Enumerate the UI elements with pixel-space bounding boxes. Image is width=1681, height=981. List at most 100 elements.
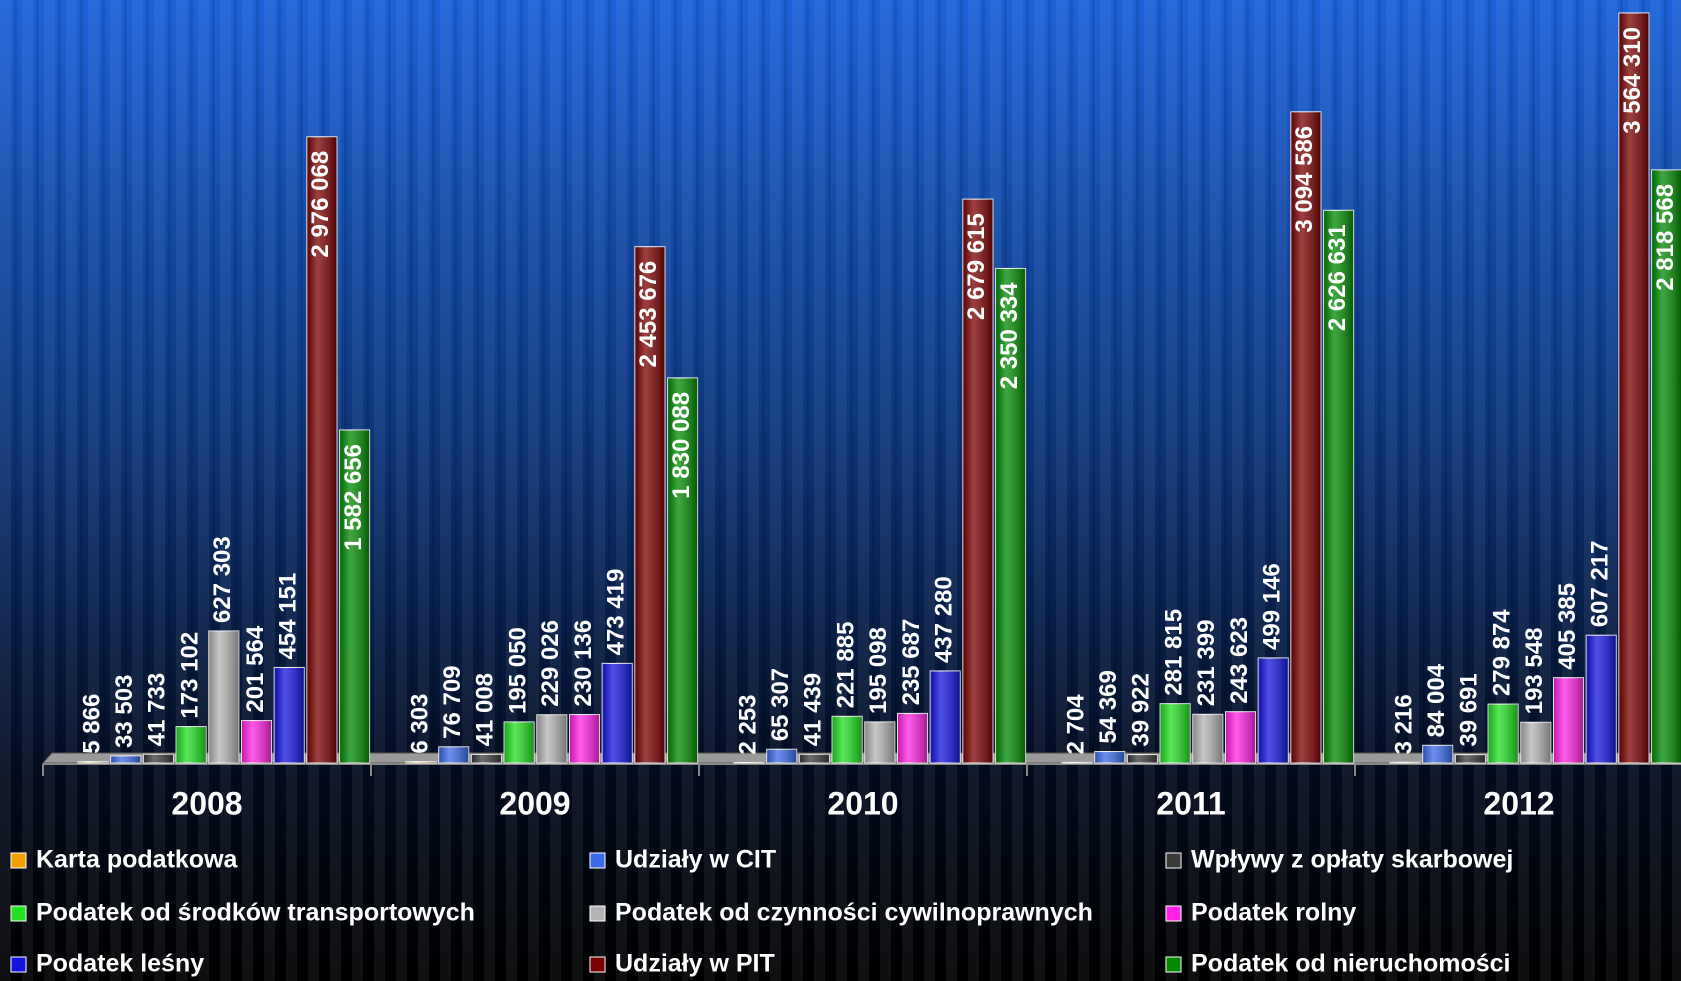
data-label: 473 419 [603, 569, 630, 656]
bar-shine [110, 755, 141, 763]
data-label: 195 098 [865, 627, 892, 714]
bar-shine [1488, 704, 1519, 763]
bar-shine [1290, 111, 1321, 763]
bar-shine [1192, 714, 1223, 763]
bar-shine [471, 754, 502, 763]
bar-shine [832, 716, 863, 763]
x-tick-label: 2008 [171, 785, 242, 821]
data-label: 221 885 [832, 622, 859, 709]
bar-shine [569, 714, 600, 763]
bar-shine [176, 726, 207, 763]
bar-shine [208, 631, 239, 763]
bar-shine [1127, 754, 1158, 763]
data-label: 193 548 [1521, 628, 1548, 715]
data-label: 499 146 [1259, 563, 1286, 650]
data-label: 437 280 [931, 576, 958, 663]
legend-swatch [589, 905, 606, 922]
bar-shine [930, 670, 961, 763]
bar-shine [504, 721, 535, 763]
bar-shine [634, 246, 665, 763]
legend-swatch [589, 956, 606, 973]
data-label: 2 626 631 [1324, 224, 1351, 331]
data-label: 41 733 [144, 673, 171, 746]
legend-label: Karta podatkowa [36, 846, 239, 874]
data-label: 607 217 [1587, 540, 1614, 627]
bar-shine [339, 429, 370, 763]
bar-shine [766, 749, 797, 763]
bar-shine [1520, 722, 1551, 763]
data-label: 76 709 [439, 665, 466, 738]
data-label: 173 102 [176, 632, 203, 719]
bar-shine [1062, 762, 1092, 763]
legend-label: Podatek od środków transportowych [36, 899, 475, 927]
legend-label: Podatek od czynności cywilnoprawnych [615, 899, 1093, 927]
legend-swatch [1165, 852, 1182, 869]
legend-label: Podatek leśny [36, 950, 204, 978]
data-label: 243 623 [1226, 617, 1253, 704]
data-label: 454 151 [275, 573, 302, 660]
data-label: 65 307 [767, 668, 794, 741]
data-label: 54 369 [1095, 670, 1122, 743]
x-tick-label: 2010 [827, 785, 898, 821]
bar-shine [897, 713, 928, 763]
legend-label: Udziały w PIT [615, 950, 775, 978]
data-label: 231 399 [1193, 620, 1220, 707]
data-label: 1 830 088 [668, 392, 695, 499]
data-label: 627 303 [209, 536, 236, 623]
legend-label: Wpływy z opłaty skarbowej [1191, 846, 1513, 874]
data-label: 2 453 676 [635, 261, 662, 368]
bar-shine [1323, 210, 1354, 764]
bar-shine [1160, 703, 1191, 763]
x-tick-label: 2009 [499, 785, 570, 821]
legend-swatch [1165, 905, 1182, 922]
data-label: 2 704 [1062, 694, 1089, 755]
data-label: 39 691 [1456, 673, 1483, 746]
data-label: 33 503 [111, 675, 138, 748]
bar-shine [438, 746, 469, 763]
data-label: 229 026 [537, 620, 564, 707]
bar-shine [143, 754, 174, 763]
data-label: 6 303 [406, 694, 433, 754]
data-label: 201 564 [242, 625, 269, 712]
x-tick-label: 2012 [1483, 785, 1554, 821]
data-label: 1 582 656 [340, 444, 367, 551]
legend-label: Podatek rolny [1191, 899, 1356, 927]
data-label: 2 350 334 [996, 282, 1023, 389]
data-label: 41 439 [800, 673, 827, 746]
data-label: 5 866 [78, 694, 105, 754]
bar-shine [274, 667, 305, 763]
bar-shine [1586, 635, 1617, 763]
bar-shine [1390, 762, 1420, 763]
bar-shine [406, 761, 436, 763]
legend-label: Podatek od nieruchomości [1191, 950, 1511, 978]
bar-shine [1553, 677, 1584, 763]
legend-label: Udziały w CIT [615, 846, 776, 874]
bar-shine [667, 377, 698, 763]
data-label: 235 687 [898, 619, 925, 706]
bar-shine [1455, 754, 1486, 763]
bar-shine [78, 761, 108, 763]
legend-swatch [10, 852, 27, 869]
data-label: 3 564 310 [1619, 27, 1646, 134]
bar-shine [995, 268, 1026, 763]
data-label: 230 136 [570, 620, 597, 707]
data-label: 279 874 [1488, 609, 1515, 696]
legend-swatch [589, 852, 606, 869]
legend-swatch [10, 905, 27, 922]
data-label: 3 216 [1390, 694, 1417, 754]
x-tick-label: 2011 [1156, 785, 1225, 821]
bar-shine [1258, 657, 1289, 763]
data-label: 84 004 [1423, 663, 1450, 737]
bar-shine [536, 714, 567, 763]
bar-shine [1422, 745, 1453, 763]
bar-shine [1094, 751, 1125, 763]
data-label: 2 818 568 [1652, 184, 1679, 291]
legend-swatch [10, 956, 27, 973]
data-label: 2 679 615 [963, 213, 990, 320]
bar-shine [1651, 169, 1681, 764]
bar-shine [799, 754, 830, 763]
data-label: 2 976 068 [307, 151, 334, 258]
data-label: 281 815 [1160, 609, 1187, 696]
legend-swatch [1165, 956, 1182, 973]
